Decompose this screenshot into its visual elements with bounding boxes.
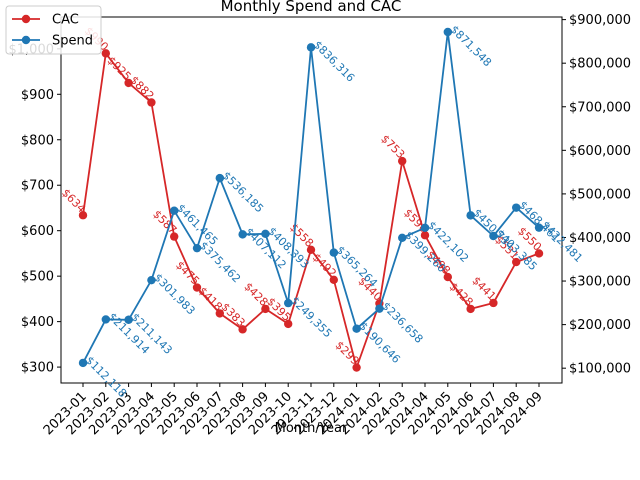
right-y-tick-label: $300,000 bbox=[569, 275, 631, 290]
data-point-cac bbox=[329, 275, 338, 284]
data-label-spend: $536,185 bbox=[220, 169, 266, 215]
data-point-cac bbox=[306, 245, 316, 254]
left-y-tick-label: $500 bbox=[21, 270, 54, 285]
data-point-cac bbox=[78, 211, 88, 220]
data-point-spend bbox=[466, 211, 475, 220]
data-label-spend: $249,355 bbox=[288, 294, 334, 340]
data-label-spend: $461,465 bbox=[174, 202, 220, 248]
left-y-tick-label: $600 bbox=[21, 224, 54, 239]
data-label-spend: $112,118 bbox=[83, 354, 129, 400]
data-point-cac bbox=[420, 231, 430, 240]
data-label-cac: $925 bbox=[105, 54, 134, 83]
data-point-cac bbox=[238, 325, 247, 334]
legend-marker-cac bbox=[21, 14, 31, 24]
data-point-spend bbox=[420, 223, 430, 233]
right-y-tick-label: $200,000 bbox=[569, 318, 631, 333]
x-axis-title: Month/Year bbox=[275, 421, 348, 436]
data-point-spend bbox=[398, 233, 407, 242]
data-point-spend bbox=[101, 315, 111, 324]
data-point-spend bbox=[512, 203, 521, 212]
data-point-cac bbox=[101, 49, 111, 58]
left-y-tick-label: $300 bbox=[21, 361, 54, 376]
data-label-spend: $836,316 bbox=[311, 38, 357, 84]
data-point-spend bbox=[192, 243, 202, 253]
data-point-spend bbox=[329, 248, 338, 257]
data-label-spend: $375,462 bbox=[197, 239, 243, 285]
data-point-cac bbox=[534, 249, 544, 258]
right-y-tick-label: $600,000 bbox=[569, 144, 631, 159]
right-y-tick-label: $400,000 bbox=[569, 231, 631, 246]
data-point-cac bbox=[443, 272, 452, 282]
left-y-tick-label: $700 bbox=[21, 179, 54, 194]
left-y-tick-label: $400 bbox=[21, 315, 54, 330]
data-label-cac: $753 bbox=[378, 132, 407, 161]
data-point-spend bbox=[489, 231, 498, 241]
data-point-cac bbox=[215, 309, 224, 318]
data-label-cac: $475 bbox=[173, 259, 202, 288]
data-point-cac bbox=[261, 304, 270, 314]
legend: CAC Spend bbox=[5, 5, 102, 55]
right-y-tick-label: $900,000 bbox=[569, 13, 631, 28]
data-point-cac bbox=[284, 319, 293, 329]
data-point-cac bbox=[124, 78, 133, 88]
data-point-spend bbox=[215, 173, 224, 183]
plot-frame bbox=[60, 16, 563, 384]
data-point-spend bbox=[124, 315, 133, 324]
data-point-spend bbox=[534, 223, 544, 232]
data-point-spend bbox=[170, 206, 179, 215]
left-y-tick-label: $800 bbox=[21, 133, 54, 148]
data-point-spend bbox=[147, 275, 156, 285]
data-point-cac bbox=[466, 304, 475, 314]
data-label-spend: $871,548 bbox=[448, 23, 494, 69]
chart-title: Monthly Spend and CAC bbox=[221, 0, 402, 15]
data-point-cac bbox=[170, 232, 179, 241]
plot-area: $300$400$500$600$700$800$900$1,000$100,0… bbox=[9, 13, 632, 438]
left-y-tick-label: $900 bbox=[21, 88, 54, 103]
data-point-spend bbox=[443, 27, 452, 37]
data-point-cac bbox=[398, 156, 407, 166]
right-y-tick-label: $100,000 bbox=[569, 362, 631, 377]
data-point-cac bbox=[192, 283, 202, 292]
data-point-spend bbox=[261, 229, 270, 239]
data-point-spend bbox=[306, 43, 316, 52]
data-point-cac bbox=[512, 257, 521, 267]
data-point-spend bbox=[284, 298, 293, 308]
data-label-spend: $190,646 bbox=[356, 320, 402, 366]
legend-label-spend: Spend bbox=[52, 34, 93, 49]
data-point-cac bbox=[147, 98, 156, 107]
data-point-spend bbox=[78, 358, 88, 368]
data-point-spend bbox=[238, 230, 247, 239]
data-point-spend bbox=[352, 324, 361, 333]
data-point-cac bbox=[489, 298, 498, 308]
data-point-cac bbox=[352, 363, 361, 372]
right-y-tick-label: $800,000 bbox=[569, 57, 631, 72]
right-y-tick-label: $700,000 bbox=[569, 100, 631, 115]
legend-marker-spend bbox=[21, 35, 31, 45]
right-y-tick-label: $500,000 bbox=[569, 187, 631, 202]
data-point-spend bbox=[375, 304, 384, 313]
data-label-cac: $882 bbox=[127, 74, 156, 103]
legend-label-cac: CAC bbox=[52, 13, 79, 28]
